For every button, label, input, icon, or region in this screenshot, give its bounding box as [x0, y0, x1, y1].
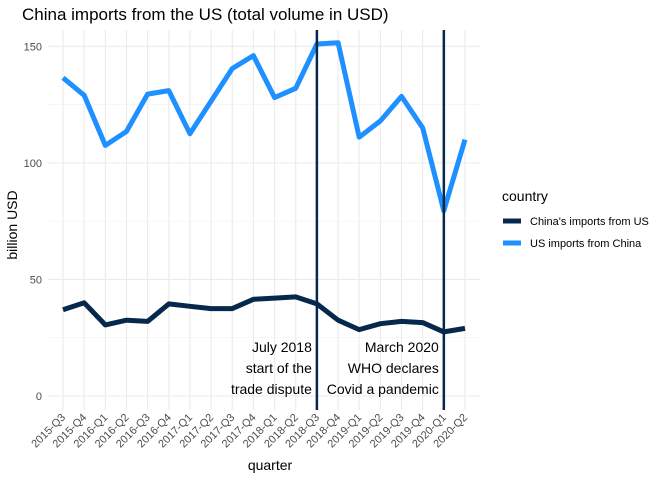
y-tick-label: 0	[36, 391, 42, 403]
legend-label: China's imports from US	[530, 216, 649, 228]
y-tick-label: 50	[30, 274, 42, 286]
annotation-2-line: Covid a pandemic	[327, 381, 439, 397]
series-line-2	[61, 40, 468, 214]
x-axis-title: quarter	[248, 457, 293, 473]
chart-title: China imports from the US (total volume …	[22, 5, 389, 24]
y-tick-label: 100	[24, 158, 42, 170]
y-axis-title: billion USD	[4, 190, 20, 259]
series-line-1	[62, 294, 466, 335]
legend: country China's imports from US US import…	[502, 188, 649, 250]
legend-label: US imports from China	[530, 238, 642, 250]
annotation-1-line: start of the	[246, 360, 312, 376]
annotation-1-line: trade dispute	[231, 381, 312, 397]
annotation-2-line: WHO declares	[348, 360, 439, 376]
y-tick-label: 150	[24, 41, 42, 53]
annotation-1-line: July 2018	[252, 339, 312, 355]
legend-title: country	[502, 188, 548, 204]
annotation-2-line: March 2020	[365, 339, 439, 355]
